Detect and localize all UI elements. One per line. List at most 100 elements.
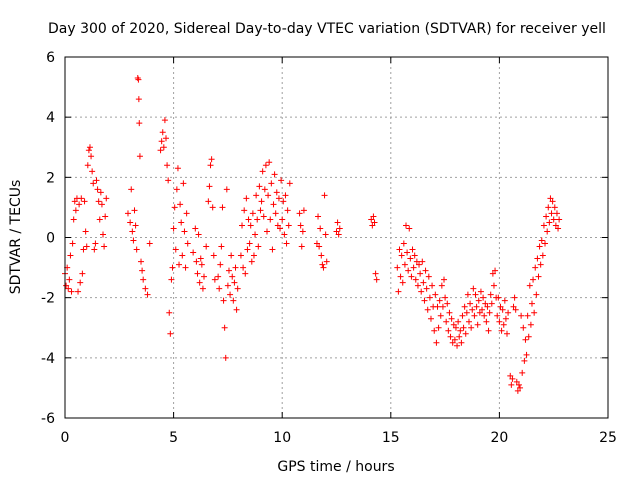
data-point: [178, 219, 185, 226]
data-point: [275, 195, 282, 202]
data-point: [164, 162, 171, 169]
data-point: [510, 303, 517, 310]
data-point: [463, 309, 470, 316]
data-point: [434, 303, 441, 310]
data-point: [508, 381, 515, 388]
data-point: [507, 372, 514, 379]
data-point: [555, 225, 562, 232]
data-point: [552, 222, 559, 229]
y-tick-label: 2: [46, 170, 55, 186]
data-point: [496, 318, 503, 325]
data-point: [253, 192, 260, 199]
data-point: [474, 321, 481, 328]
data-point: [547, 195, 554, 202]
data-point: [484, 303, 491, 310]
data-point: [429, 282, 436, 289]
data-point: [414, 282, 421, 289]
data-point: [282, 192, 289, 199]
data-point: [477, 288, 484, 295]
data-point: [417, 270, 424, 277]
data-point: [369, 222, 376, 229]
data-point: [199, 285, 206, 292]
y-tick-label: -2: [41, 291, 55, 307]
data-point: [482, 300, 489, 307]
data-point: [207, 162, 214, 169]
data-point: [322, 231, 329, 238]
data-point: [469, 306, 476, 313]
data-point: [94, 186, 101, 193]
x-tick-label: 15: [382, 430, 400, 446]
data-point: [460, 324, 467, 331]
data-point: [165, 177, 172, 184]
data-point: [522, 336, 529, 343]
data-point: [70, 216, 77, 223]
data-point: [411, 252, 418, 259]
data-point: [285, 222, 292, 229]
data-point: [103, 195, 110, 202]
data-point: [160, 144, 167, 151]
y-tick-label: -6: [41, 411, 55, 427]
data-point: [211, 276, 218, 283]
data-point: [458, 339, 465, 346]
data-point: [216, 285, 223, 292]
data-point: [396, 246, 403, 253]
data-point: [519, 369, 526, 376]
data-point: [515, 381, 522, 388]
data-point: [475, 297, 482, 304]
data-point: [538, 237, 545, 244]
data-point: [450, 321, 457, 328]
data-point: [536, 243, 543, 250]
data-point: [296, 210, 303, 217]
data-point: [537, 261, 544, 268]
data-point: [455, 318, 462, 325]
data-point: [418, 288, 425, 295]
data-point: [449, 339, 456, 346]
x-tick-label: 5: [169, 430, 178, 446]
data-point: [68, 288, 75, 295]
data-point: [234, 285, 241, 292]
data-point: [370, 213, 377, 220]
data-point: [333, 228, 340, 235]
data-point: [321, 192, 328, 199]
data-point: [167, 330, 174, 337]
data-point: [281, 231, 288, 238]
data-point: [436, 297, 443, 304]
data-point: [543, 213, 550, 220]
data-point: [443, 318, 450, 325]
data-point: [525, 333, 532, 340]
data-point: [531, 309, 538, 316]
data-point: [504, 330, 511, 337]
data-point: [79, 270, 86, 277]
data-point: [400, 240, 407, 247]
data-point: [158, 138, 165, 145]
data-point: [215, 273, 222, 280]
data-point: [313, 240, 320, 247]
data-point: [530, 276, 537, 283]
data-point: [420, 279, 427, 286]
data-point: [259, 168, 266, 175]
data-point: [498, 327, 505, 334]
data-point: [90, 180, 97, 187]
data-point: [520, 324, 527, 331]
data-point: [75, 288, 82, 295]
data-point: [523, 351, 530, 358]
x-axis-label: GPS time / hours: [277, 459, 394, 475]
data-point: [299, 228, 306, 235]
data-point: [203, 243, 210, 250]
data-point: [159, 129, 166, 136]
data-point: [553, 210, 560, 217]
data-point: [494, 312, 501, 319]
data-point: [283, 240, 290, 247]
data-point: [492, 267, 499, 274]
data-point: [546, 219, 553, 226]
data-point: [77, 279, 84, 286]
data-point: [240, 264, 247, 271]
data-point: [80, 246, 87, 253]
data-point: [83, 243, 90, 250]
data-point: [548, 210, 555, 217]
data-point: [486, 309, 493, 316]
data-point: [318, 252, 325, 259]
data-point: [540, 222, 547, 229]
data-point: [196, 279, 203, 286]
scatter-series-sdtvar: [62, 75, 563, 394]
